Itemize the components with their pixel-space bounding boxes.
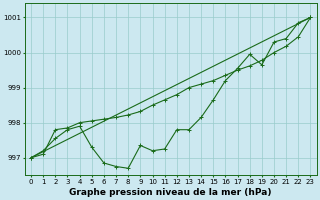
X-axis label: Graphe pression niveau de la mer (hPa): Graphe pression niveau de la mer (hPa)	[69, 188, 272, 197]
